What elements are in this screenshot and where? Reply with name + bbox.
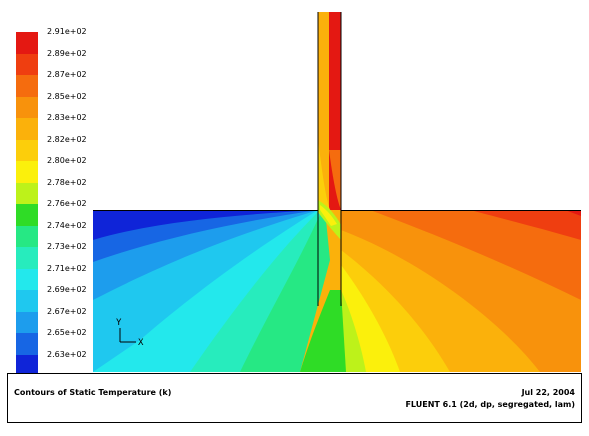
plot-caption: Contours of Static Temperature (k) bbox=[14, 388, 172, 397]
legend-label: 2.85e+02 bbox=[47, 91, 87, 101]
legend-label: 2.78e+02 bbox=[47, 177, 87, 187]
legend-label: 2.87e+02 bbox=[47, 70, 87, 79]
legend-label: 2.71e+02 bbox=[47, 263, 87, 273]
legend-swatch bbox=[16, 139, 38, 162]
legend-label: 2.89e+02 bbox=[47, 48, 87, 58]
legend-swatch bbox=[16, 75, 38, 97]
contour-plot: Y X bbox=[93, 12, 581, 372]
legend-swatch bbox=[16, 268, 38, 291]
legend-label: 2.63e+02 bbox=[47, 349, 87, 359]
legend-label: 2.82e+02 bbox=[47, 134, 87, 144]
legend-label: 2.67e+02 bbox=[47, 306, 87, 316]
legend-label: 2.80e+02 bbox=[47, 156, 87, 165]
legend-swatch bbox=[16, 333, 38, 355]
legend-label: 2.91e+02 bbox=[47, 27, 87, 36]
color-legend bbox=[16, 32, 38, 377]
legend-label: 2.73e+02 bbox=[47, 242, 87, 251]
geometry-outline bbox=[93, 12, 581, 306]
plot-info-box: Contours of Static Temperature (k) Jul 2… bbox=[7, 373, 582, 423]
legend-swatch bbox=[16, 354, 38, 377]
axis-triad: Y X bbox=[116, 318, 144, 348]
legend-swatch bbox=[16, 161, 38, 183]
legend-swatch bbox=[16, 118, 38, 140]
legend-swatch bbox=[16, 204, 38, 226]
legend-swatch bbox=[16, 96, 38, 119]
software-version: FLUENT 6.1 (2d, dp, segregated, lam) bbox=[405, 400, 575, 409]
plot-date: Jul 22, 2004 bbox=[521, 388, 575, 397]
legend-label: 2.74e+02 bbox=[47, 220, 87, 230]
legend-swatch bbox=[16, 32, 38, 54]
legend-label: 2.65e+02 bbox=[47, 328, 87, 337]
legend-label: 2.69e+02 bbox=[47, 285, 87, 294]
legend-swatch bbox=[16, 290, 38, 312]
legend-swatch bbox=[16, 182, 38, 205]
legend-swatch bbox=[16, 247, 38, 269]
legend-label: 2.76e+02 bbox=[47, 199, 87, 208]
y-axis-label: Y bbox=[116, 318, 122, 328]
legend-label: 2.83e+02 bbox=[47, 113, 87, 122]
legend-swatch bbox=[16, 225, 38, 248]
legend-swatch bbox=[16, 53, 38, 76]
contour-field bbox=[93, 12, 581, 372]
legend-swatch bbox=[16, 311, 38, 334]
x-axis-label: X bbox=[138, 338, 144, 348]
